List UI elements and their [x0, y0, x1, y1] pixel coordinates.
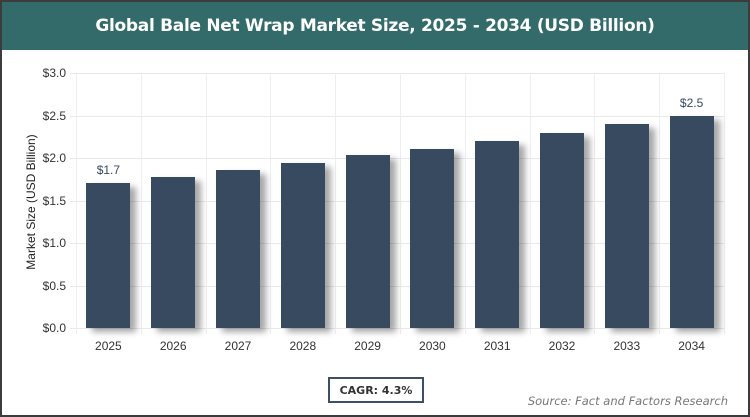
- bar-2028: [280, 163, 325, 328]
- bar-2029: [345, 155, 390, 328]
- gridline-vertical: [464, 73, 466, 334]
- x-tick-label: 2026: [159, 339, 187, 353]
- x-tick-label: 2025: [95, 339, 122, 353]
- y-tick-label: $1.5: [42, 193, 66, 208]
- gridline-vertical: [400, 73, 401, 334]
- x-tick-label: 2034: [678, 339, 705, 353]
- x-tick-label: 2027: [224, 339, 252, 353]
- bar-2032: [540, 132, 584, 328]
- gridline-horizontal: [70, 285, 724, 287]
- y-tick-label: $2.0: [42, 151, 66, 165]
- x-tick-label: 2030: [419, 339, 446, 353]
- gridline-horizontal: [70, 243, 724, 244]
- bar-2033: [604, 124, 649, 328]
- y-axis-label: Market Size (USD Billion): [24, 134, 38, 270]
- bar-2031: [475, 141, 520, 328]
- gridline-vertical: [659, 73, 661, 334]
- gridline-vertical: [270, 73, 272, 334]
- gridline-vertical: [76, 73, 77, 334]
- x-tick-label: 2028: [289, 339, 317, 353]
- gridline-horizontal: [70, 200, 724, 202]
- gridline-horizontal: [70, 158, 724, 159]
- gridline-vertical: [335, 73, 337, 334]
- source-note: Source: Fact and Factors Research: [527, 394, 728, 408]
- x-tick-label: 2033: [613, 339, 641, 353]
- gridline-horizontal: [70, 73, 724, 74]
- chart-title: Global Bale Net Wrap Market Size, 2025 -…: [2, 2, 748, 50]
- bar-2034: [669, 115, 714, 328]
- y-tick-label: $3.0: [42, 66, 66, 80]
- bar-2025: [86, 182, 131, 328]
- y-tick-label: $0.0: [42, 321, 66, 335]
- gridline-vertical: [529, 73, 531, 334]
- data-label: $1.7: [96, 162, 121, 177]
- gridline-horizontal: [70, 328, 724, 329]
- cagr-badge: CAGR: 4.3%: [328, 377, 424, 403]
- x-tick-label: 2032: [548, 339, 576, 353]
- y-tick-label: $1.0: [42, 236, 66, 250]
- bar-2027: [216, 169, 260, 328]
- gridline-horizontal: [70, 115, 724, 117]
- gridline-vertical: [724, 73, 725, 334]
- y-tick-label: $2.5: [42, 108, 66, 123]
- gridline-vertical: [140, 73, 142, 334]
- bar-2026: [151, 176, 196, 328]
- x-tick-label: 2031: [483, 339, 511, 353]
- data-label: $2.5: [679, 95, 704, 110]
- x-tick-label: 2029: [354, 339, 381, 353]
- gridline-vertical: [594, 73, 596, 334]
- y-tick-label: $0.5: [42, 278, 66, 293]
- gridline-vertical: [205, 73, 207, 334]
- bar-2030: [410, 148, 455, 328]
